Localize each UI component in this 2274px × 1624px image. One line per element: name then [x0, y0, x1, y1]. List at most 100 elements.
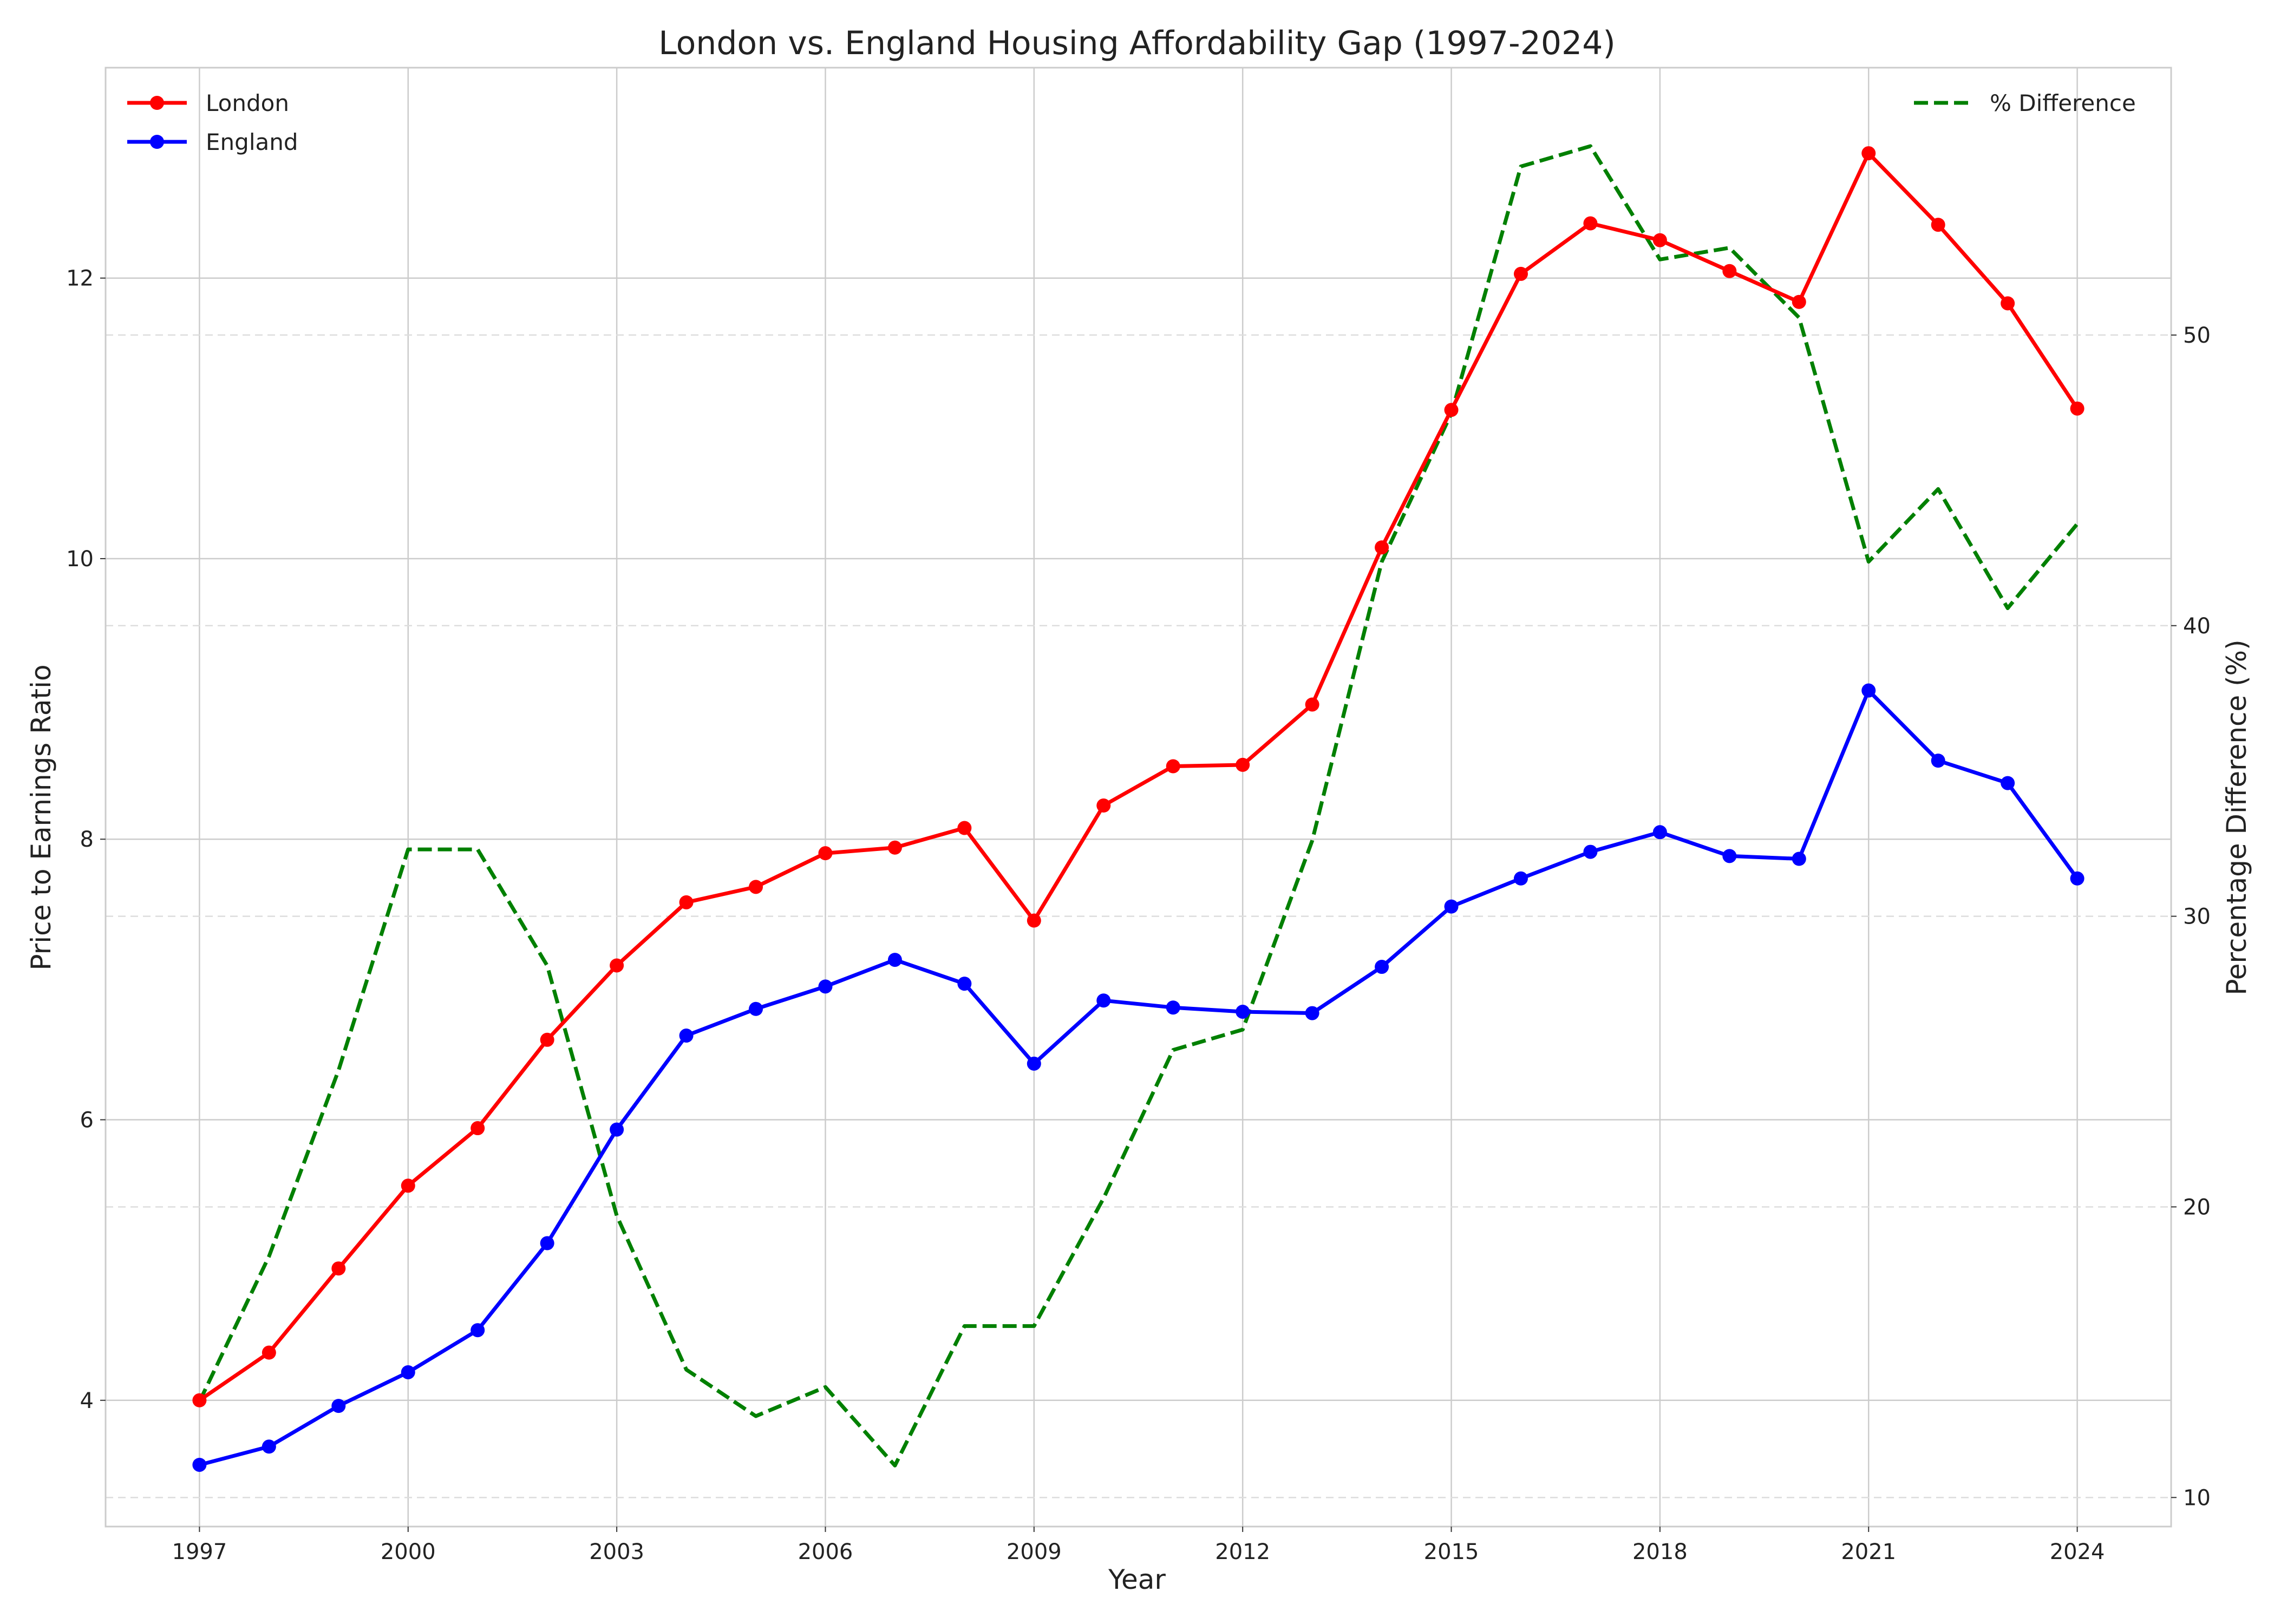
legend-marker-london — [150, 96, 164, 110]
data-point-london — [1583, 216, 1598, 231]
series-england — [192, 683, 2084, 1472]
data-point-england — [1096, 993, 1111, 1008]
data-point-london — [1652, 233, 1667, 247]
data-point-england — [1652, 825, 1667, 840]
data-point-england — [1931, 754, 1945, 768]
data-point-england — [1027, 1056, 1041, 1071]
data-point-london — [331, 1261, 346, 1276]
data-point-london — [957, 821, 972, 835]
data-point-london — [2070, 401, 2084, 416]
data-point-london — [1513, 266, 1528, 281]
data-point-england — [610, 1122, 624, 1137]
data-point-england — [401, 1365, 415, 1379]
x-tick-label: 2006 — [798, 1540, 853, 1564]
data-point-england — [2001, 776, 2015, 790]
data-point-england — [192, 1457, 207, 1472]
data-point-london — [1236, 757, 1250, 772]
data-point-london — [1444, 403, 1459, 417]
x-tick-label: 2009 — [1007, 1540, 1062, 1564]
series-layer — [192, 144, 2084, 1472]
data-point-england — [471, 1323, 485, 1338]
data-point-england — [818, 979, 833, 994]
data-point-london — [192, 1393, 207, 1407]
data-point-london — [749, 880, 763, 894]
y2-tick-label: 40 — [2183, 614, 2211, 639]
plot-frame — [104, 67, 2172, 1528]
y-tick-label: 12 — [66, 266, 94, 291]
x-tick-label: 2024 — [2050, 1540, 2105, 1564]
x-tick-label: 2018 — [1632, 1540, 1688, 1564]
data-point-england — [1583, 844, 1598, 859]
y2-tick-label: 10 — [2183, 1485, 2211, 1510]
grid — [106, 68, 2171, 1527]
legend-left: London England — [127, 90, 298, 155]
ticks: 1997 2000 2003 2006 2009 2012 2015 2018 2021 2024… — [66, 266, 2211, 1564]
data-point-london — [1375, 540, 1389, 555]
data-point-london — [1792, 294, 1806, 309]
x-axis-label: Year — [1108, 1564, 1166, 1595]
x-tick-label: 2003 — [589, 1540, 644, 1564]
chart-title: London vs. England Housing Affordability… — [658, 24, 1616, 62]
legend-marker-england — [150, 135, 164, 149]
legend-item-pct-difference[interactable]: % Difference — [1914, 90, 2136, 116]
data-point-england — [1513, 871, 1528, 886]
data-point-london — [1096, 798, 1111, 813]
data-point-england — [1236, 1004, 1250, 1019]
data-point-london — [471, 1121, 485, 1136]
data-point-london — [818, 846, 833, 861]
data-point-london — [1722, 264, 1737, 278]
data-point-england — [2070, 871, 2084, 886]
data-point-england — [749, 1001, 763, 1016]
data-point-england — [540, 1236, 554, 1250]
series-line-pct-difference — [198, 144, 2079, 1468]
series-line-england — [197, 689, 2080, 1467]
x-tick-label: 2021 — [1841, 1540, 1896, 1564]
data-point-london — [2001, 296, 2015, 311]
data-point-england — [1375, 960, 1389, 974]
legend-label-london: London — [206, 90, 289, 116]
data-point-london — [1166, 759, 1180, 774]
data-point-england — [1444, 899, 1459, 914]
data-point-england — [1861, 683, 1876, 698]
data-point-london — [887, 840, 902, 855]
y2-axis-label: Percentage Difference (%) — [2221, 639, 2252, 995]
y2-tick-label: 30 — [2183, 905, 2211, 929]
legend-label-england: England — [206, 129, 298, 155]
y-tick-label: 6 — [80, 1108, 94, 1133]
y-tick-label: 8 — [80, 827, 94, 852]
data-point-england — [331, 1399, 346, 1413]
x-tick-label: 2000 — [381, 1540, 436, 1564]
data-point-england — [887, 953, 902, 967]
series-pct-difference — [198, 144, 2079, 1468]
data-point-london — [1931, 218, 1945, 232]
x-tick-label: 2015 — [1424, 1540, 1479, 1564]
y-tick-label: 4 — [80, 1389, 94, 1413]
y2-tick-label: 20 — [2183, 1195, 2211, 1220]
y-tick-label: 10 — [66, 547, 94, 572]
legend-label-pct-difference: % Difference — [1990, 90, 2136, 116]
legend-item-london[interactable]: London — [127, 90, 289, 116]
data-point-london — [1861, 146, 1876, 161]
y2-tick-label: 50 — [2183, 323, 2211, 348]
data-point-england — [1166, 1000, 1180, 1015]
data-point-england — [262, 1439, 276, 1454]
data-point-england — [679, 1029, 694, 1043]
series-london — [192, 146, 2084, 1407]
data-point-england — [1305, 1006, 1319, 1020]
data-point-england — [1792, 852, 1806, 866]
data-point-london — [1027, 913, 1041, 928]
series-line-london — [197, 151, 2080, 1403]
y-axis-label: Price to Earnings Ratio — [25, 664, 57, 970]
legend-item-england[interactable]: England — [127, 129, 298, 155]
data-point-london — [262, 1345, 276, 1360]
data-point-england — [1722, 849, 1737, 863]
data-point-london — [1305, 697, 1319, 712]
x-tick-label: 2012 — [1215, 1540, 1270, 1564]
data-point-england — [957, 977, 972, 991]
x-tick-label: 1997 — [172, 1540, 227, 1564]
legend-right: % Difference — [1914, 90, 2136, 116]
data-point-london — [610, 958, 624, 973]
data-point-london — [540, 1032, 554, 1047]
